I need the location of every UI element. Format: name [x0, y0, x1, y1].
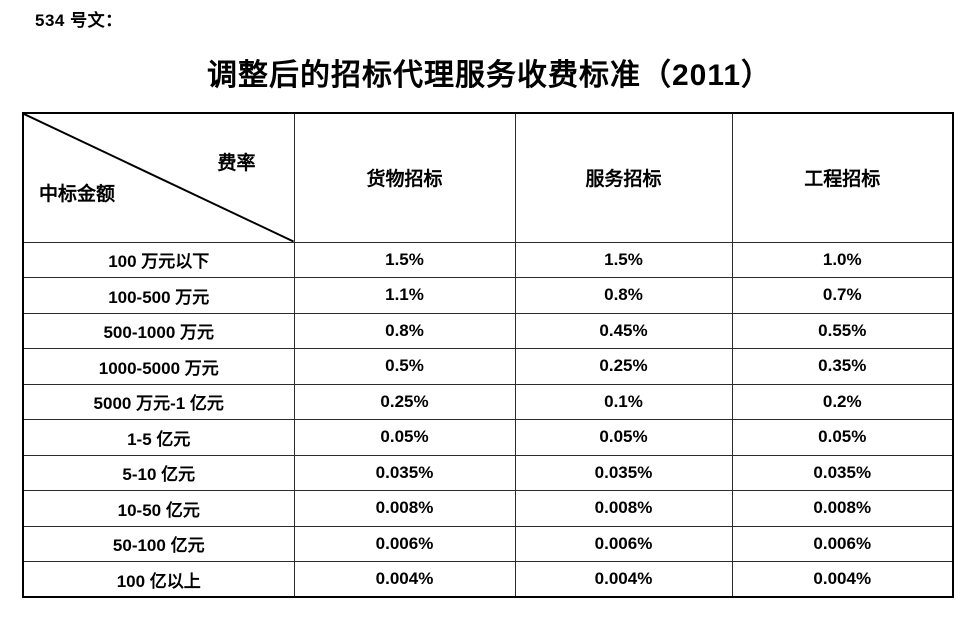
engineering-rate-cell: 0.004% — [731, 561, 954, 598]
header-row: 费率 中标金额 货物招标 服务招标 工程招标 — [22, 112, 954, 243]
engineering-rate-cell: 1.0% — [731, 241, 954, 278]
amount-cell: 5000 万元-1 亿元 — [22, 383, 295, 420]
table-row: 5-10 亿元 0.035% 0.035% 0.035% — [22, 454, 954, 491]
service-rate-cell: 0.1% — [514, 383, 733, 420]
service-rate-cell: 0.004% — [514, 561, 733, 598]
goods-rate-cell: 0.05% — [293, 419, 516, 456]
table-row: 1-5 亿元 0.05% 0.05% 0.05% — [22, 419, 954, 456]
amount-cell: 1000-5000 万元 — [22, 348, 295, 385]
service-rate-cell: 0.05% — [514, 419, 733, 456]
service-rate-cell: 0.006% — [514, 525, 733, 562]
service-rate-cell: 1.5% — [514, 241, 733, 278]
service-rate-cell: 0.008% — [514, 490, 733, 527]
engineering-rate-cell: 0.008% — [731, 490, 954, 527]
engineering-rate-cell: 0.05% — [731, 419, 954, 456]
goods-rate-cell: 0.035% — [293, 454, 516, 491]
amount-cell: 100-500 万元 — [22, 277, 295, 314]
engineering-rate-cell: 0.55% — [731, 312, 954, 349]
engineering-rate-cell: 0.35% — [731, 348, 954, 385]
table-row: 100 万元以下 1.5% 1.5% 1.0% — [22, 241, 954, 278]
amount-cell: 1-5 亿元 — [22, 419, 295, 456]
diagonal-divider — [24, 114, 293, 241]
goods-rate-cell: 0.004% — [293, 561, 516, 598]
amount-cell: 100 亿以上 — [22, 561, 295, 598]
page-title: 调整后的招标代理服务收费标准（2011） — [206, 59, 773, 92]
table-row: 500-1000 万元 0.8% 0.45% 0.55% — [22, 312, 954, 349]
table-row: 1000-5000 万元 0.5% 0.25% 0.35% — [22, 348, 954, 385]
engineering-rate-cell: 0.2% — [731, 383, 954, 420]
table-row: 5000 万元-1 亿元 0.25% 0.1% 0.2% — [22, 383, 954, 420]
service-rate-cell: 0.8% — [514, 277, 733, 314]
fee-table: 费率 中标金额 货物招标 服务招标 工程招标 100 万元以下 1.5% 1.5… — [22, 112, 954, 598]
amount-cell: 10-50 亿元 — [22, 490, 295, 527]
column-header-service: 服务招标 — [514, 112, 733, 243]
service-rate-cell: 0.25% — [514, 348, 733, 385]
service-rate-cell: 0.45% — [514, 312, 733, 349]
goods-rate-cell: 0.25% — [293, 383, 516, 420]
table-row: 50-100 亿元 0.006% 0.006% 0.006% — [22, 525, 954, 562]
engineering-rate-cell: 0.006% — [731, 525, 954, 562]
goods-rate-cell: 1.5% — [293, 241, 516, 278]
amount-cell: 500-1000 万元 — [22, 312, 295, 349]
amount-cell: 100 万元以下 — [22, 241, 295, 278]
goods-rate-cell: 0.008% — [293, 490, 516, 527]
amount-cell: 5-10 亿元 — [22, 454, 295, 491]
table-row: 10-50 亿元 0.008% 0.008% 0.008% — [22, 490, 954, 527]
corner-label-amount: 中标金额 — [39, 183, 116, 205]
goods-rate-cell: 0.5% — [293, 348, 516, 385]
corner-label-rate: 费率 — [217, 153, 256, 174]
corner-header-cell: 费率 中标金额 — [22, 112, 295, 243]
column-header-engineering: 工程招标 — [731, 112, 954, 243]
service-rate-cell: 0.035% — [514, 454, 733, 491]
doc-ref: 534 号文： — [35, 11, 123, 30]
goods-rate-cell: 0.8% — [293, 312, 516, 349]
table-row: 100-500 万元 1.1% 0.8% 0.7% — [22, 277, 954, 314]
goods-rate-cell: 0.006% — [293, 525, 516, 562]
amount-cell: 50-100 亿元 — [22, 525, 295, 562]
engineering-rate-cell: 0.7% — [731, 277, 954, 314]
engineering-rate-cell: 0.035% — [731, 454, 954, 491]
column-header-goods: 货物招标 — [293, 112, 516, 243]
table-row: 100 亿以上 0.004% 0.004% 0.004% — [22, 561, 954, 598]
goods-rate-cell: 1.1% — [293, 277, 516, 314]
